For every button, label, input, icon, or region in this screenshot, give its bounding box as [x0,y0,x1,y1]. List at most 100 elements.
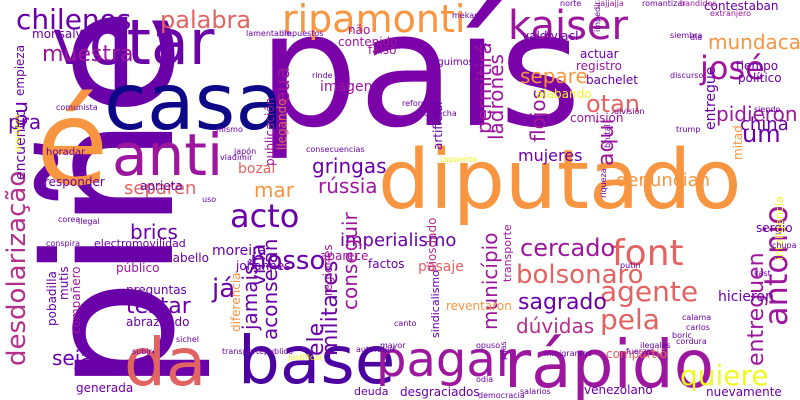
word-horadar: horadar [46,147,86,158]
word-entregue: entregue [703,66,719,130]
word-impuestos: impuestos [282,29,324,38]
word-calama: calama [682,313,712,322]
word-bachelet: bachelet [586,73,638,87]
word-separen: separen [124,178,197,199]
word-brutal: brutal [603,124,612,148]
word-comunista: comunista [56,103,98,112]
word-moreira: moreira [212,243,267,259]
word-publico: público [116,261,160,275]
word-siembra: siembra [670,31,703,40]
word-ilegal: ilegal [78,217,100,226]
word-pijas: pijas [499,341,508,360]
word-russia: rússia [318,174,378,198]
word-chupa: chupa [772,241,797,250]
word-vladimir: vladimir [220,153,253,162]
word-jose: josé [700,49,765,87]
word-desdolarizacao: desdolarização [2,170,32,366]
word-imperialismo: imperialismo [340,230,457,251]
word-boric: boric [672,331,692,340]
word-reventaron: reventaron [446,299,512,313]
word-aparece: aparece [320,249,369,263]
word-trump: trump [676,125,701,134]
word-abrazando: abrazando [126,315,190,329]
word-diferencia: diferencia [229,272,243,332]
word-bozal: bozal [238,161,276,177]
word-pais: país [258,0,582,163]
word-agente: agente [600,275,699,308]
word-valdiviacl: valdiviacl [522,29,579,43]
word-votar: votar [52,6,215,79]
word-testar: testar [126,294,191,319]
word-uso: uso [202,195,217,204]
word-diosdado: diosdado [425,217,439,272]
word-transportepublico: transportepublico [222,347,293,356]
word-kast: kast [754,269,771,278]
word-opuso: opuso [476,341,501,350]
word-carlos: carlos [686,323,710,332]
word-japon: japón [234,147,257,156]
word-muestra: muestra [42,42,134,67]
word-contenido: contenido [338,35,398,49]
word-china: china [740,114,789,135]
word-suma: suma [94,249,127,263]
word-inteligencia: inteligencia [773,196,786,260]
word-electromovilidad: electromovilidad [94,237,186,250]
word-e-acute: é [36,74,109,212]
word-comision: comisión [570,111,624,125]
word-cosecha: cosecha [424,109,457,118]
word-da: da [124,324,207,400]
word-factos: factos [368,257,405,271]
word-conspira: conspira [46,239,81,248]
word-imagen: imagen [320,79,373,95]
word-nosso: nosso [250,246,326,276]
word-fuerza: fuerza [626,347,652,356]
word-siendo: siendo [754,105,781,114]
word-pobadilla: pobadilla [45,271,59,326]
word-pidieron: pidieron [716,102,798,126]
word-politico: político [738,71,782,85]
word-mekano: mekano [452,11,485,20]
word-contestaban: contestaban [704,0,779,13]
word-pela: pela [600,303,660,336]
word-justificar: justificar [288,353,323,362]
word-separe: separe [520,64,588,88]
word-otan: otan [586,90,641,118]
word-anti: anti [112,121,224,189]
word-um: um [742,120,781,148]
word-consecuencias: consecuencias [306,145,365,154]
word-acto: acto [230,197,300,235]
word-alabando: alabando [536,87,592,101]
word-inmigrantes: inmigrantes [544,349,592,358]
word-base: base [238,322,396,399]
word-desgraciados: desgraciados [400,385,480,399]
word-cordura: cordura [676,337,707,346]
word-autoridad: autoridad [356,345,395,354]
word-ilegales: ilegales [640,341,671,350]
word-brics: brics [130,220,178,244]
word-riqueza: riqueza [599,168,608,198]
word-nuevamente: nuevamente [706,385,782,399]
word-sindicalismo: sindicalismo [429,270,442,338]
word-romantizar: romantizar [642,0,686,8]
word-tiempo: tiempo [736,59,779,73]
word-mitad: mitad [731,125,745,160]
word-quiere: quiere [680,359,769,392]
word-palabra: palabra [160,6,252,34]
word-font: font [612,233,684,274]
word-mar: mar [254,178,294,202]
word-norte: norte [560,0,582,8]
word-mutis: mutis [57,266,71,300]
word-mundaca: mundaca [708,30,800,54]
word-sichel: sichel [176,335,200,344]
word-pra: pra [8,110,42,134]
word-sagrado: sagrado [518,290,607,315]
word-kaiser: kaiser [508,3,628,49]
word-lamentable: lamentable [246,29,292,38]
word-permitira: permitirá [472,42,496,134]
word-venezolano: venezolano [584,383,653,397]
word-bolsonaro: bolsonaro [516,260,644,290]
word-ja: já [212,274,236,304]
word-gringas: gringas [312,154,387,178]
word-municipio: município [478,232,502,330]
